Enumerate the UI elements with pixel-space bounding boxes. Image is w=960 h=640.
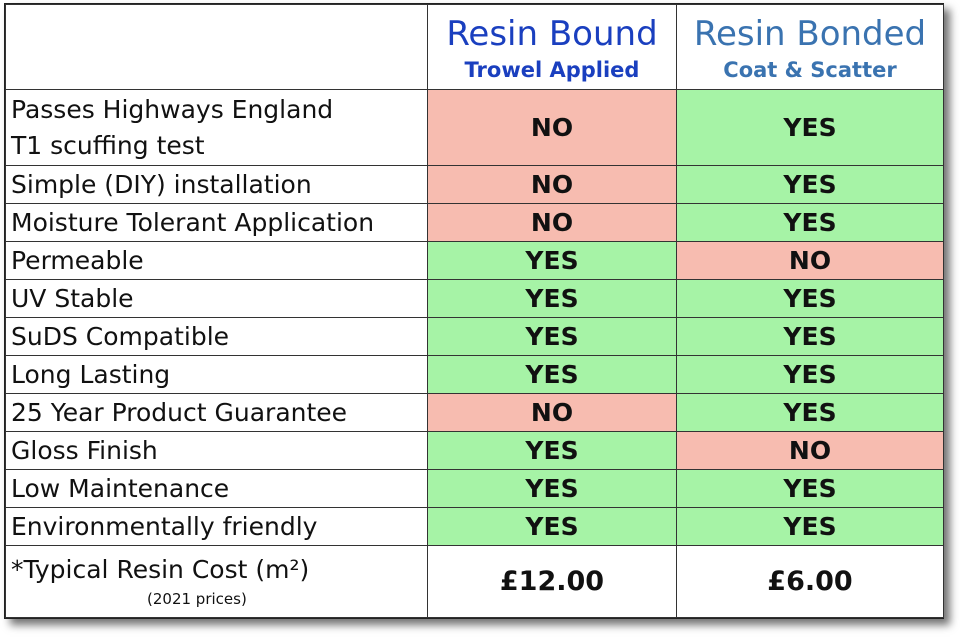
row-label-line1: Passes Highways England	[11, 94, 334, 124]
resin-bonded-value: YES	[676, 89, 944, 166]
row-label: 25 Year Product Guarantee	[5, 393, 428, 432]
table-row: 25 Year Product Guarantee NO YES	[5, 393, 944, 432]
resin-bound-value: NO	[427, 393, 677, 432]
row-label: Low Maintenance	[5, 469, 428, 508]
resin-bound-subtitle: Trowel Applied	[464, 58, 640, 82]
resin-bonded-value: YES	[676, 165, 944, 204]
row-label: Moisture Tolerant Application	[5, 203, 428, 242]
comparison-table-frame: Resin Bound Trowel Applied Resin Bonded …	[4, 3, 944, 619]
resin-bonded-value: YES	[676, 469, 944, 508]
table-row: Simple (DIY) installation NO YES	[5, 165, 944, 204]
cost-row: *Typical Resin Cost (m²) (2021 prices) £…	[5, 545, 944, 618]
row-label: Environmentally friendly	[5, 507, 428, 546]
resin-bonded-title: Resin Bonded	[693, 14, 927, 54]
table-row: Gloss Finish YES NO	[5, 431, 944, 470]
table-row: SuDS Compatible YES YES	[5, 317, 944, 356]
header-resin-bonded: Resin Bonded Coat & Scatter	[676, 4, 944, 90]
resin-bonded-value: YES	[676, 279, 944, 318]
row-label-line2: T1 scuffing test	[11, 130, 205, 160]
table-row: UV Stable YES YES	[5, 279, 944, 318]
resin-bound-value: NO	[427, 203, 677, 242]
resin-bound-value: YES	[427, 355, 677, 394]
resin-bound-value: YES	[427, 507, 677, 546]
resin-bonded-value: YES	[676, 507, 944, 546]
row-label: SuDS Compatible	[5, 317, 428, 356]
resin-bound-value: YES	[427, 279, 677, 318]
resin-bound-cost: £12.00	[427, 545, 677, 618]
comparison-table: Resin Bound Trowel Applied Resin Bonded …	[5, 4, 944, 618]
resin-bound-value: NO	[427, 165, 677, 204]
cost-note: (2021 prices)	[147, 589, 247, 608]
resin-bound-value: YES	[427, 317, 677, 356]
row-label: UV Stable	[5, 279, 428, 318]
row-label: Simple (DIY) installation	[5, 165, 428, 204]
table-row: Low Maintenance YES YES	[5, 469, 944, 508]
resin-bonded-value: YES	[676, 203, 944, 242]
row-label: Passes Highways England T1 scuffing test	[5, 89, 428, 166]
header-row: Resin Bound Trowel Applied Resin Bonded …	[5, 4, 944, 90]
resin-bound-value: YES	[427, 431, 677, 470]
table-row: Long Lasting YES YES	[5, 355, 944, 394]
resin-bonded-cost: £6.00	[676, 545, 944, 618]
resin-bonded-value: YES	[676, 393, 944, 432]
table-row: Moisture Tolerant Application NO YES	[5, 203, 944, 242]
header-resin-bound: Resin Bound Trowel Applied	[427, 4, 677, 90]
resin-bonded-subtitle: Coat & Scatter	[723, 58, 897, 82]
row-label: Long Lasting	[5, 355, 428, 394]
resin-bonded-value: NO	[676, 431, 944, 470]
resin-bound-value: YES	[427, 241, 677, 280]
row-label: Permeable	[5, 241, 428, 280]
table-row: Permeable YES NO	[5, 241, 944, 280]
table-row: Environmentally friendly YES YES	[5, 507, 944, 546]
table-row: Passes Highways England T1 scuffing test…	[5, 89, 944, 166]
resin-bound-value: YES	[427, 469, 677, 508]
header-empty-cell	[5, 4, 428, 90]
resin-bonded-value: NO	[676, 241, 944, 280]
resin-bonded-value: YES	[676, 317, 944, 356]
cost-label-cell: *Typical Resin Cost (m²) (2021 prices)	[5, 545, 428, 618]
resin-bound-value: NO	[427, 89, 677, 166]
resin-bonded-value: YES	[676, 355, 944, 394]
resin-bound-title: Resin Bound	[446, 14, 658, 54]
cost-label: *Typical Resin Cost (m²)	[11, 554, 310, 584]
row-label: Gloss Finish	[5, 431, 428, 470]
